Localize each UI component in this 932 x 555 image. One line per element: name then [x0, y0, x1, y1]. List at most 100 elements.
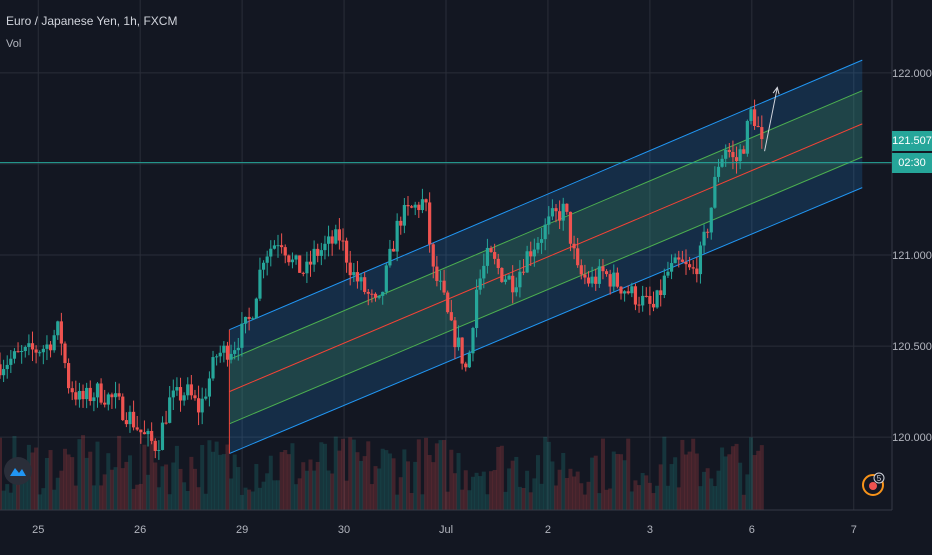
candle-body — [294, 255, 298, 260]
candle-body — [218, 352, 222, 357]
volume-bar — [5, 484, 10, 510]
candle-body — [280, 245, 284, 248]
volume-bar — [77, 439, 82, 510]
volume-bar — [716, 470, 721, 510]
volume-bar — [709, 478, 714, 510]
volume-bar — [185, 490, 190, 510]
candle-body — [604, 271, 609, 275]
volume-indicator-label[interactable]: Vol — [6, 38, 22, 50]
candle-body — [222, 345, 226, 353]
volume-bar — [619, 454, 624, 510]
time-tick-label: Jul — [439, 524, 453, 536]
volume-bar — [326, 470, 331, 510]
volume-bar — [503, 491, 508, 510]
volume-bar — [720, 447, 725, 510]
volume-bar — [218, 454, 223, 510]
candle-body — [121, 396, 125, 421]
volume-bar — [16, 466, 21, 510]
candle-body — [669, 263, 674, 272]
volume-bar — [431, 462, 436, 510]
candle-body — [341, 240, 345, 242]
candle-body — [536, 242, 540, 250]
volume-bar — [41, 488, 46, 510]
volume-bar — [297, 478, 302, 510]
volume-bar — [1, 490, 6, 510]
volume-bar — [120, 468, 125, 510]
candle-body — [738, 149, 742, 162]
candle-body — [207, 378, 212, 397]
volume-bar — [402, 449, 407, 510]
candle-body — [211, 357, 215, 379]
volume-bar — [665, 485, 670, 510]
candle-body — [388, 248, 392, 266]
candle-body — [713, 176, 717, 208]
volume-bar — [730, 446, 735, 510]
volume-bar — [676, 487, 681, 510]
tradingview-icon[interactable] — [4, 457, 32, 485]
volume-bar — [322, 443, 327, 510]
volume-bar — [315, 461, 320, 510]
candle-body — [146, 430, 150, 435]
volume-bar — [362, 456, 367, 510]
volume-bar — [557, 469, 562, 510]
candle-body — [153, 440, 157, 451]
candle-body — [626, 291, 630, 294]
volume-bar — [391, 458, 396, 510]
time-tick-label: 3 — [647, 524, 653, 536]
candle-body — [709, 207, 713, 233]
volume-bar — [19, 478, 24, 510]
candle-body — [20, 351, 24, 353]
candle-body — [529, 251, 533, 257]
candle-body — [204, 396, 208, 399]
notification-icon[interactable]: 5 — [860, 472, 886, 498]
volume-bar — [496, 446, 501, 510]
volume-bar — [550, 461, 555, 510]
volume-bar — [34, 447, 39, 510]
symbol-title[interactable]: Euro / Japanese Yen, 1h, FXCM — [6, 14, 178, 28]
volume-bar — [629, 491, 634, 510]
candle-body — [308, 261, 313, 265]
candle-body — [413, 204, 417, 208]
candle-body — [752, 109, 757, 127]
candle-body — [417, 204, 421, 211]
volume-bar — [106, 453, 111, 510]
volume-bar — [398, 477, 403, 510]
volume-bar — [489, 471, 494, 510]
volume-bar — [236, 467, 241, 510]
volume-bar — [135, 484, 140, 510]
candle-body — [384, 265, 388, 292]
volume-bar — [301, 462, 306, 510]
volume-bar — [232, 454, 237, 510]
volume-bar — [582, 494, 587, 510]
volume-bar — [359, 460, 364, 510]
volume-bar — [387, 453, 392, 510]
candle-body — [698, 245, 703, 275]
candle-body — [301, 272, 305, 274]
candle-body — [276, 245, 280, 247]
channel-upper-line — [229, 59, 863, 331]
volume-bar — [510, 460, 515, 510]
volume-bar — [149, 435, 154, 510]
candle-body — [579, 265, 583, 275]
volume-bar — [572, 476, 577, 510]
volume-bar — [254, 464, 259, 510]
volume-bar — [279, 452, 284, 510]
volume-bar — [44, 457, 49, 510]
candle-body — [489, 247, 493, 253]
candle-body — [471, 328, 475, 354]
volume-bar — [395, 494, 400, 510]
candle-body — [409, 206, 414, 208]
candle-body — [2, 369, 6, 376]
candle-body — [316, 248, 320, 256]
volume-bar — [608, 488, 613, 510]
volume-bar — [727, 454, 732, 510]
candle-body — [464, 363, 468, 368]
candle-body — [261, 262, 266, 270]
candle-body — [381, 291, 385, 296]
candle-body — [298, 255, 302, 273]
candle-body — [576, 248, 580, 266]
volume-bar — [351, 439, 356, 510]
candle-body — [518, 271, 522, 288]
